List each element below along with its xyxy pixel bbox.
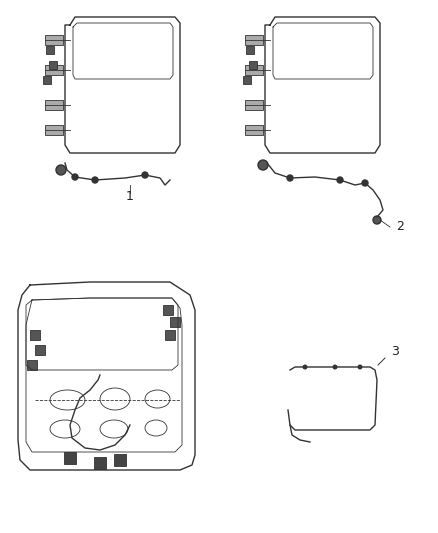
Bar <box>94 457 106 469</box>
Bar <box>245 35 263 45</box>
Bar <box>165 330 175 340</box>
Circle shape <box>56 165 66 175</box>
Text: 2: 2 <box>396 220 404 233</box>
Bar <box>45 65 63 75</box>
Bar <box>245 100 263 110</box>
Bar <box>163 305 173 315</box>
Bar <box>45 125 63 135</box>
Bar <box>46 46 54 54</box>
Circle shape <box>142 172 148 178</box>
Circle shape <box>303 365 307 369</box>
Bar <box>243 76 251 84</box>
Text: 3: 3 <box>391 345 399 358</box>
Circle shape <box>258 160 268 170</box>
Bar <box>49 61 57 69</box>
Circle shape <box>373 216 381 224</box>
Bar <box>27 360 37 370</box>
Circle shape <box>337 177 343 183</box>
Bar <box>45 100 63 110</box>
Circle shape <box>92 177 98 183</box>
Bar <box>45 35 63 45</box>
Bar <box>30 330 40 340</box>
Bar <box>114 454 126 466</box>
Bar <box>43 76 51 84</box>
Bar <box>64 452 76 464</box>
Circle shape <box>72 174 78 180</box>
Circle shape <box>332 365 338 369</box>
Circle shape <box>362 180 368 186</box>
Text: 1: 1 <box>126 190 134 203</box>
Bar <box>170 317 180 327</box>
Bar <box>245 125 263 135</box>
Bar <box>246 46 254 54</box>
Bar <box>35 345 45 355</box>
Bar <box>245 65 263 75</box>
Bar <box>249 61 257 69</box>
Circle shape <box>357 365 363 369</box>
Circle shape <box>287 175 293 181</box>
